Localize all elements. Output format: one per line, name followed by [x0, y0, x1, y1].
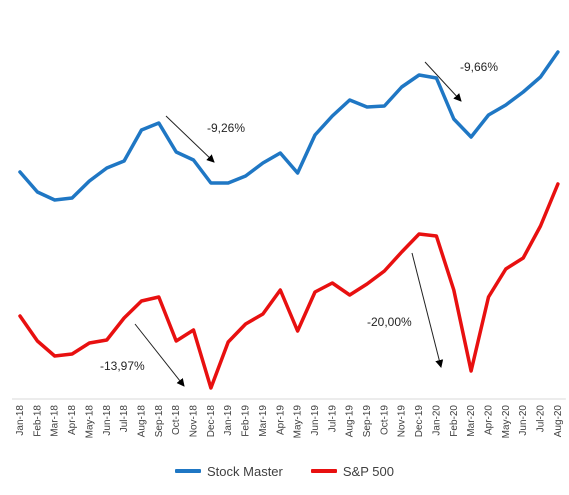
x-tick-label: Mar-20 [466, 405, 477, 437]
x-tick-label: May-19 [293, 405, 304, 439]
legend-label-stock-master: Stock Master [207, 463, 283, 479]
annotation-label-2: -13,97% [100, 359, 145, 373]
x-tick-label: Aug-18 [136, 405, 147, 438]
x-tick-label: Feb-19 [241, 405, 252, 437]
x-tick-label: Dec-19 [414, 405, 425, 438]
x-tick-label: Nov-19 [397, 405, 408, 438]
x-tick-label: Apr-19 [275, 405, 286, 435]
x-tick-label: Jan-19 [223, 405, 234, 436]
legend-item-stock-master: Stock Master [175, 464, 283, 479]
arrow-annotation-3 [411, 252, 444, 368]
x-tick-label: Mar-19 [258, 405, 269, 437]
x-tick-label: Jun-20 [518, 405, 529, 436]
annotation-label-3: -20,00% [367, 315, 412, 329]
x-tick-label: Jun-19 [310, 405, 321, 436]
x-tick-label: Feb-18 [32, 405, 43, 437]
arrow-annotation-1 [165, 115, 215, 163]
annotation-label-4: -9,66% [460, 60, 498, 74]
arrow-annotation-2 [134, 323, 185, 387]
x-tick-label: Aug-19 [345, 405, 356, 438]
legend-label-sp500: S&P 500 [342, 463, 394, 479]
x-tick-label: Nov-18 [189, 405, 200, 438]
x-tick-label: Sep-18 [154, 405, 165, 438]
legend-swatch-stock-master [175, 469, 202, 473]
series-layer [18, 50, 560, 390]
x-tick-label: May-20 [501, 405, 512, 439]
series-line-stock-master [18, 50, 560, 202]
x-tick-label: Dec-18 [206, 405, 217, 438]
x-tick-label: Jan-18 [15, 405, 26, 436]
x-tick-label: Oct-18 [171, 405, 182, 435]
x-tick-label: Jun-18 [102, 405, 113, 436]
legend-swatch-sp500 [310, 469, 337, 473]
legend: Stock Master S&P 500 [0, 460, 569, 482]
x-tick-label: Sep-19 [362, 405, 373, 438]
annotation-labels: -9,26% -13,97% -20,00% -9,66% [100, 60, 498, 373]
x-tick-label: Apr-20 [483, 405, 494, 435]
x-tick-label: Jul-19 [327, 405, 338, 433]
x-tick-label: Feb-20 [449, 405, 460, 437]
legend-item-sp500: S&P 500 [310, 463, 394, 479]
x-tick-label: May-18 [84, 405, 95, 439]
x-tick-label: Aug-20 [553, 405, 564, 438]
x-tick-label: Jul-20 [536, 405, 547, 433]
series-line-s-p-500 [18, 182, 560, 390]
x-axis: Jan-18 Feb-18 Mar-18 Apr-18 May-18 Jun-18 Jul-… [12, 398, 566, 439]
annotation-label-1: -9,26% [207, 121, 245, 135]
x-tick-label: Jan-20 [431, 405, 442, 436]
annotation-arrows [134, 61, 462, 387]
arrow-annotation-4 [424, 61, 462, 102]
x-tick-label: Mar-18 [50, 405, 61, 437]
x-tick-label: Jul-18 [119, 405, 130, 433]
x-tick-label: Oct-19 [379, 405, 390, 435]
x-tick-label: Apr-18 [67, 405, 78, 435]
